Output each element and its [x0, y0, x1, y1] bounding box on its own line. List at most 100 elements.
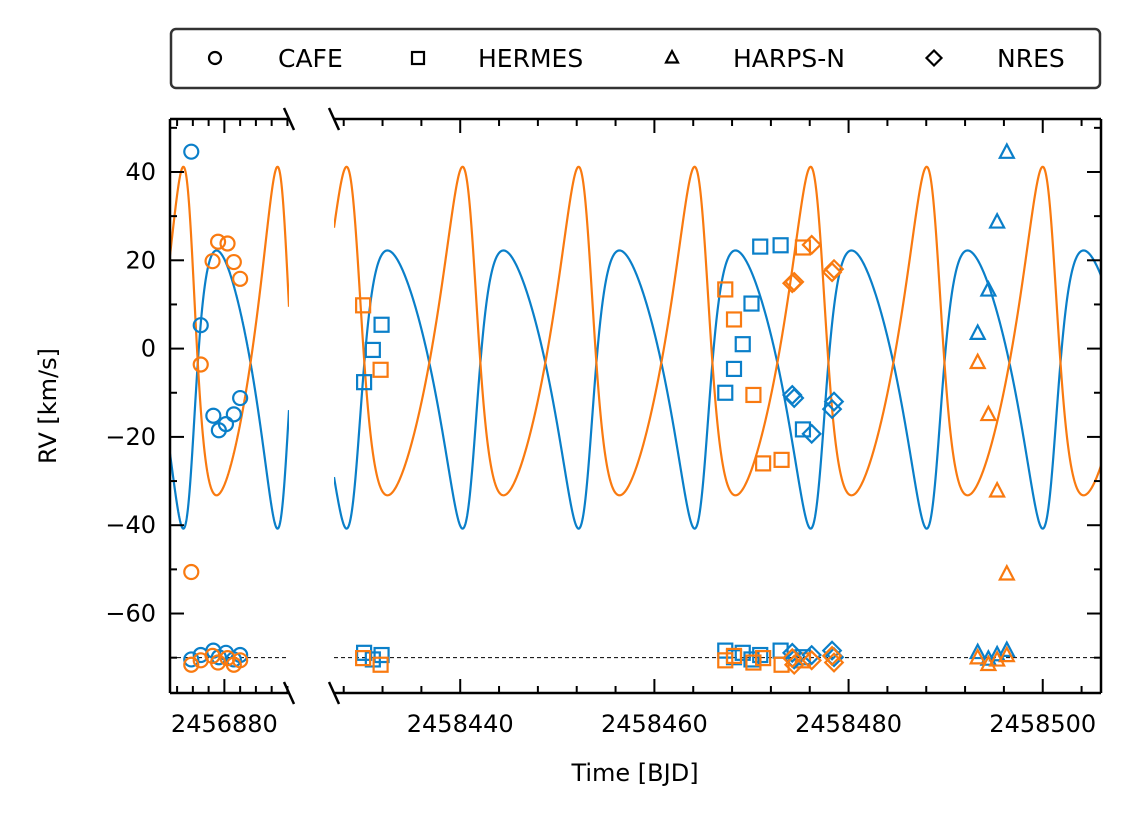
cafe-secondary-point [192, 356, 209, 373]
harps-n-primary-point [979, 279, 998, 297]
hermes-primary-point [734, 336, 751, 353]
hermes-primary-point [794, 421, 812, 438]
cafe-primary-point [192, 317, 209, 334]
legend-diamond-icon [924, 48, 944, 68]
nres-primary-residual-point [781, 642, 803, 664]
hermes-primary-point [752, 238, 769, 255]
nres-secondary-point [801, 234, 822, 256]
legend: CAFE HERMES HARPS-N NRES [169, 27, 1102, 90]
harps-n-secondary-residual-point [998, 645, 1016, 663]
legend-circle-icon [207, 50, 223, 66]
cafe-secondary-point [232, 270, 249, 287]
y-tick-label: 20 [125, 246, 156, 274]
legend-entry-cafe: CAFE [207, 44, 343, 73]
harps-n-secondary-point [988, 480, 1006, 498]
cafe-secondary-residual-point [232, 652, 249, 669]
hermes-secondary-point [372, 361, 389, 378]
hermes-primary-point [717, 384, 734, 401]
cafe-secondary-point [204, 253, 221, 270]
nres-primary-point [823, 391, 845, 412]
axis-break-mark [327, 681, 341, 705]
cafe-secondary-residual-point [209, 654, 227, 671]
harps-n-secondary-point [998, 563, 1016, 581]
hermes-secondary-point [717, 281, 734, 298]
x-tick-label: 2458480 [795, 710, 902, 738]
nres-primary-residual-point [821, 640, 843, 661]
cafe-primary-point [183, 143, 200, 160]
cafe-secondary-point [183, 563, 200, 581]
nres-primary-point [801, 423, 822, 445]
hermes-secondary-residual-point [725, 647, 743, 665]
cafe-primary-point [225, 406, 242, 423]
hermes-secondary-point [773, 451, 790, 468]
hermes-secondary-point [745, 386, 762, 404]
nres-primary-point [783, 387, 805, 409]
x-tick-label: 2458460 [601, 710, 708, 738]
axis-break-mark [327, 107, 341, 131]
x-tick-label: 2456880 [171, 710, 278, 738]
hermes-secondary-residual-point [794, 652, 812, 669]
hermes-primary-residual-point [373, 646, 390, 664]
cafe-secondary-point [225, 253, 242, 271]
rv-model-secondary-panel-2 [334, 165, 1101, 497]
nres-secondary-residual-point [783, 654, 805, 676]
cafe-secondary-point [209, 233, 227, 250]
hermes-secondary-residual-point [745, 654, 762, 671]
hermes-secondary-residual-point [717, 652, 734, 669]
legend-square-icon [410, 50, 426, 66]
nres-secondary-point [823, 258, 845, 280]
hermes-primary-point [725, 360, 743, 378]
x-tick-label: 2458440 [407, 710, 514, 738]
nres-secondary-residual-point [801, 650, 822, 671]
nres-secondary-point [783, 271, 805, 293]
legend-entry-nres: NRES [924, 44, 1065, 73]
legend-label: HERMES [478, 44, 583, 73]
nres-secondary-residual-point [823, 652, 845, 673]
cafe-primary-point [217, 416, 235, 433]
harps-n-secondary-point [968, 352, 987, 370]
legend-triangle-icon [664, 48, 680, 64]
harps-n-primary-point [988, 211, 1006, 229]
harps-n-secondary-residual-point [968, 647, 987, 665]
nres-secondary-residual-point [781, 647, 803, 669]
hermes-primary-point [355, 374, 373, 391]
legend-label: HARPS-N [733, 44, 845, 73]
y-tick-label: −20 [105, 423, 156, 451]
hermes-secondary-residual-point [355, 650, 372, 667]
cafe-primary-point [205, 407, 222, 424]
legend-box [169, 27, 1102, 90]
rv-model-primary-panel-2 [334, 249, 1101, 530]
hermes-secondary-point [355, 297, 372, 314]
hermes-primary-point [364, 341, 381, 359]
y-tick-label: 40 [125, 158, 156, 186]
y-tick-label: −60 [105, 600, 156, 628]
harps-n-secondary-point [979, 404, 998, 422]
rv-model-secondary-panel-1 [170, 165, 289, 497]
hermes-secondary-point [725, 311, 743, 328]
harps-n-primary-point [968, 323, 987, 340]
hermes-primary-point [772, 237, 789, 254]
harps-n-primary-residual-point [998, 640, 1016, 657]
hermes-secondary-point [794, 239, 812, 256]
hermes-primary-point [373, 316, 390, 333]
y-axis-label: RV [km/s] [34, 348, 62, 464]
x-axis-label: Time [BJD] [570, 759, 698, 787]
hermes-secondary-point [755, 455, 772, 472]
y-tick-label: 0 [141, 335, 156, 363]
cafe-primary-residual-point [183, 651, 200, 668]
nres-primary-residual-point [801, 644, 822, 666]
legend-entry-hermes: HERMES [410, 44, 583, 73]
rv-model-primary-panel-1 [170, 249, 289, 530]
harps-n-primary-residual-point [968, 642, 987, 660]
harps-n-primary-point [998, 142, 1016, 159]
hermes-secondary-residual-point [755, 650, 772, 667]
legend-label: NRES [997, 44, 1065, 73]
nres-secondary-residual-point [821, 645, 843, 667]
legend-label: CAFE [278, 44, 343, 73]
legend-entry-harps-n: HARPS-N [664, 44, 845, 73]
cafe-secondary-residual-point [183, 656, 200, 673]
axis-break-mark [282, 107, 296, 131]
hermes-primary-point [743, 295, 760, 312]
x-tick-label: 2458500 [989, 710, 1096, 738]
